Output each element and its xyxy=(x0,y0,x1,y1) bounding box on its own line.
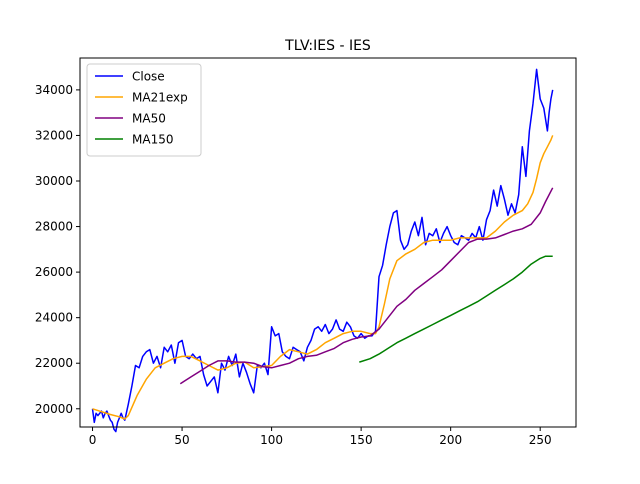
x-tick-label: 150 xyxy=(350,433,373,447)
legend-box xyxy=(86,63,202,157)
y-tick-label: 20000 xyxy=(35,402,73,416)
legend-label-close: Close xyxy=(132,70,165,84)
series-line-ma50 xyxy=(179,187,554,385)
x-tick-label: 200 xyxy=(439,433,462,447)
plot-area xyxy=(91,68,554,433)
legend: Close MA21exp MA50 MA150 xyxy=(86,63,202,157)
legend-label-ma50: MA50 xyxy=(132,112,166,126)
x-tick-label: 100 xyxy=(260,433,283,447)
y-tick-label: 22000 xyxy=(35,356,73,370)
series-line-ma150 xyxy=(359,255,553,363)
legend-label-ma21exp: MA21exp xyxy=(132,91,188,105)
x-axis: 0 50 100 150 200 250 xyxy=(89,427,552,447)
y-tick-label: 26000 xyxy=(35,265,73,279)
y-tick-label: 34000 xyxy=(35,83,73,97)
legend-label-ma150: MA150 xyxy=(132,133,173,147)
x-tick-label: 250 xyxy=(529,433,552,447)
x-tick-label: 50 xyxy=(174,433,189,447)
y-tick-label: 28000 xyxy=(35,220,73,234)
y-tick-label: 24000 xyxy=(35,311,73,325)
chart-title: TLV:IES - IES xyxy=(284,38,371,54)
series-line-ma21exp xyxy=(92,135,554,420)
axes-frame xyxy=(79,57,577,428)
x-tick-label: 0 xyxy=(89,433,97,447)
y-tick-label: 32000 xyxy=(35,128,73,142)
y-tick-label: 30000 xyxy=(35,174,73,188)
y-axis: 20000 22000 24000 26000 28000 30000 32000 34000 xyxy=(35,83,80,416)
